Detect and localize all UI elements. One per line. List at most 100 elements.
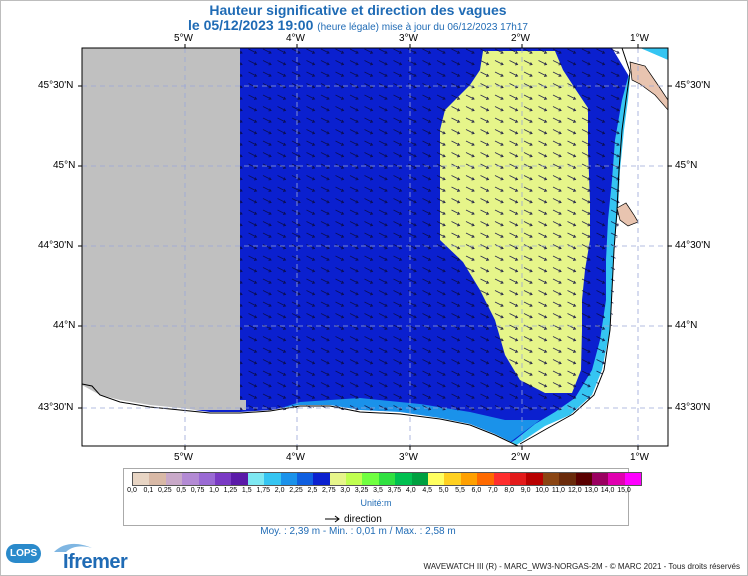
colorbar-tick-label: 11,0 xyxy=(551,487,565,494)
colorbar-tick-label: 10,0 xyxy=(535,487,549,494)
colorbar-swatch xyxy=(264,473,281,485)
colorbar-swatch xyxy=(542,473,560,485)
map-title: Hauteur significative et direction des v… xyxy=(209,2,507,18)
colorbar-tick-label: 3,0 xyxy=(340,487,351,494)
colorbar-swatch xyxy=(329,473,347,485)
colorbar-tick-label: 7,0 xyxy=(487,487,498,494)
lat-tick-right: 45°30'N xyxy=(675,80,711,91)
colorbar-tick-label: 1,25 xyxy=(223,487,238,494)
colorbar-tick-label: 4,5 xyxy=(422,487,433,494)
colorbar-tick-label: 3,25 xyxy=(354,487,369,494)
credit-line: WAVEWATCH III (R) - MARC_WW3-NORGAS-2M -… xyxy=(423,562,740,571)
lat-tick-right: 45°N xyxy=(675,160,698,171)
colorbar-tick-label: 0,1 xyxy=(143,487,154,494)
colorbar-swatch xyxy=(182,473,199,485)
colorbar-swatch xyxy=(378,473,396,485)
colorbar-swatch xyxy=(296,473,314,485)
colorbar-tick-label: 1,5 xyxy=(241,487,252,494)
legend-box: 0,0 0,1 0,25 0,5 0,75 1,0 1,25 1,5 1,75 2,0 2,25 2,… xyxy=(123,468,643,526)
colorbar-tick-label: 0,75 xyxy=(190,487,205,494)
direction-arrow-icon xyxy=(325,515,340,523)
colorbar xyxy=(132,472,643,486)
colorbar-swatch xyxy=(608,473,625,485)
colorbar-tick-label: 2,25 xyxy=(289,487,303,494)
date-note: (heure légale) mise à jour du 06/12/2023… xyxy=(317,22,528,33)
colorbar-swatch xyxy=(477,473,494,485)
colorbar-tick-label: 3,5 xyxy=(373,487,383,494)
colorbar-tick-label: 2,0 xyxy=(274,487,285,494)
colorbar-tick-label: 1,75 xyxy=(256,487,270,494)
colorbar-swatch xyxy=(559,473,576,485)
colorbar-swatch xyxy=(428,473,445,485)
colorbar-tick-label: 2,5 xyxy=(307,487,318,494)
colorbar-tick-label: 2,75 xyxy=(321,487,336,494)
colorbar-tick-label: 0,5 xyxy=(176,487,187,494)
colorbar-tick-label: 12,0 xyxy=(567,487,582,494)
colorbar-swatch xyxy=(591,473,609,485)
colorbar-swatch xyxy=(313,473,330,485)
colorbar-tick-label: 5,0 xyxy=(438,487,449,494)
lon-tick-bottom: 4°W xyxy=(286,452,305,463)
colorbar-swatch xyxy=(526,473,543,485)
lat-tick-right: 44°N xyxy=(675,320,698,331)
colorbar-swatch xyxy=(214,473,232,485)
lat-tick-left: 44°30'N xyxy=(38,240,74,251)
lops-logo: LOPS xyxy=(6,544,42,563)
stats-line: Moy. : 2,39 m - Min. : 0,01 m / Max. : 2… xyxy=(260,526,456,537)
ifremer-logo: Ifremer xyxy=(63,551,128,573)
colorbar-swatch xyxy=(460,473,478,485)
colorbar-swatch xyxy=(247,473,265,485)
colorbar-swatch xyxy=(198,473,215,485)
colorbar-swatch xyxy=(280,473,297,485)
colorbar-tick-label: 0,25 xyxy=(157,487,172,494)
lat-tick-left: 45°30'N xyxy=(38,80,74,91)
lat-tick-right: 44°30'N xyxy=(675,240,711,251)
colorbar-swatch xyxy=(362,473,379,485)
coastline-france xyxy=(519,48,631,445)
lon-tick-bottom: 5°W xyxy=(174,452,193,463)
direction-arrows xyxy=(240,48,620,416)
lon-tick-top: 4°W xyxy=(286,33,305,44)
colorbar-swatch xyxy=(624,473,642,485)
colorbar-tick-label: 1,0 xyxy=(209,487,219,494)
wave-map xyxy=(78,44,672,450)
lon-tick-bottom: 2°W xyxy=(511,452,530,463)
colorbar-swatch xyxy=(149,473,166,485)
lon-tick-top: 1°W xyxy=(630,33,649,44)
date-line: le 05/12/2023 19:00 xyxy=(188,17,314,33)
colorbar-swatch xyxy=(509,473,527,485)
colorbar-swatch xyxy=(395,473,412,485)
colorbar-tick-label: 15,0 xyxy=(617,487,631,494)
colorbar-swatch xyxy=(444,473,461,485)
no-data-area xyxy=(82,48,246,410)
colorbar-tick-label: 0,0 xyxy=(127,487,137,494)
coastline-spain xyxy=(82,383,519,446)
colorbar-swatch xyxy=(411,473,429,485)
lat-tick-left: 45°N xyxy=(53,160,76,171)
colorbar-tick-label: 5,5 xyxy=(455,487,465,494)
colorbar-swatch xyxy=(231,473,248,485)
colorbar-tick-label: 3,75 xyxy=(387,487,402,494)
colorbar-tick-label: 9,0 xyxy=(520,487,531,494)
lon-tick-bottom: 3°W xyxy=(399,452,418,463)
colorbar-tick-label: 6,0 xyxy=(471,487,482,494)
ifremer-wave-icon xyxy=(54,543,92,552)
colorbar-swatch xyxy=(575,473,592,485)
graticule xyxy=(82,48,668,446)
direction-label: direction xyxy=(344,514,382,525)
lon-tick-top: 5°W xyxy=(174,33,193,44)
lon-tick-top: 2°W xyxy=(511,33,530,44)
map-date: le 05/12/2023 19:00 (heure légale) mise … xyxy=(0,17,716,33)
lon-tick-top: 3°W xyxy=(399,33,418,44)
colorbar-swatch xyxy=(165,473,183,485)
colorbar-tick-label: 4,0 xyxy=(405,487,416,494)
colorbar-swatch xyxy=(346,473,363,485)
colorbar-tick-label: 8,0 xyxy=(504,487,515,494)
unit-label: Unité:m xyxy=(360,498,392,508)
colorbar-tick-label: 14,0 xyxy=(600,487,615,494)
lat-tick-left: 44°N xyxy=(53,320,76,331)
lat-tick-left: 43°30'N xyxy=(38,402,74,413)
lat-tick-right: 43°30'N xyxy=(675,402,711,413)
map-border xyxy=(81,47,669,447)
colorbar-swatch xyxy=(133,473,150,485)
